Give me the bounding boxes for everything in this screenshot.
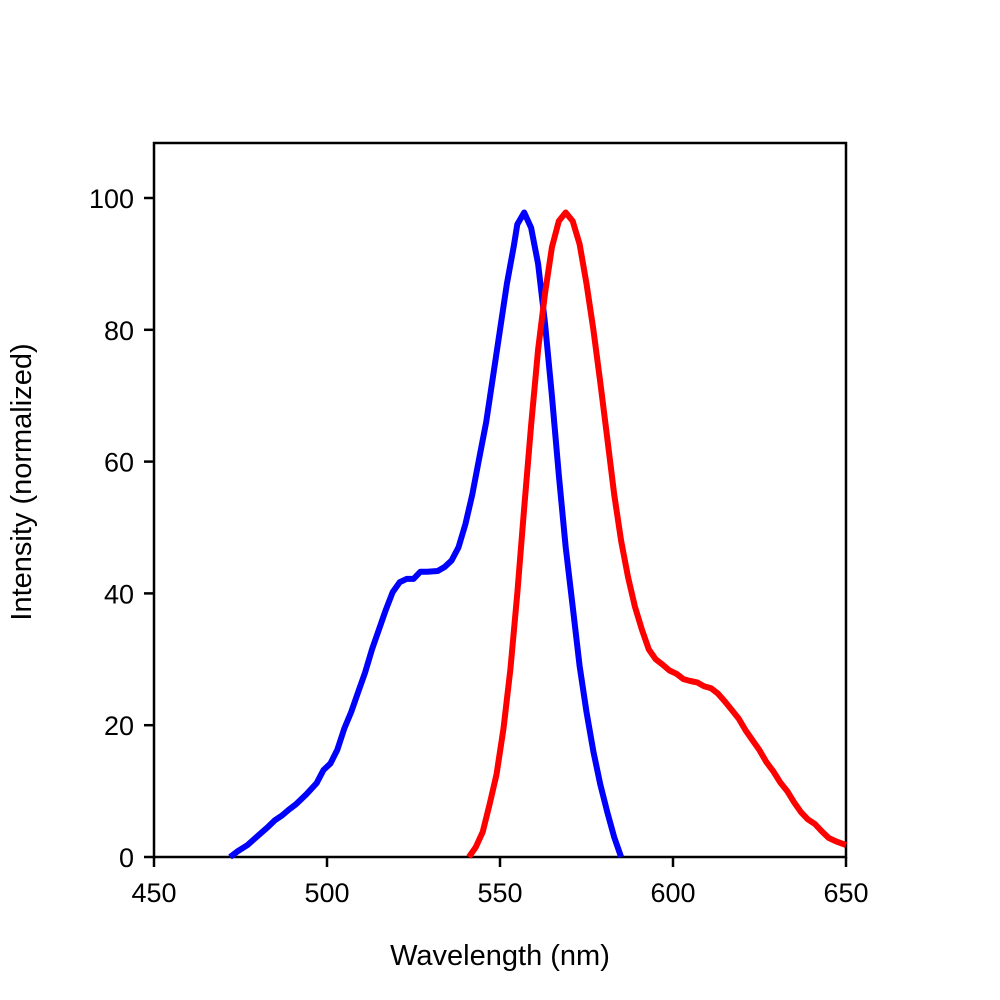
y-tick-label: 0 [119,843,134,873]
x-axis-ticks: 450 500 550 600 650 [131,857,869,908]
series-line-1 [228,209,624,860]
series-line-2 [466,209,848,859]
x-tick-label: 550 [477,878,522,908]
y-tick-label: 20 [104,711,134,741]
x-axis-title: Wavelength (nm) [390,940,610,972]
y-axis-title: Intensity (normalized) [6,343,38,620]
series-layer [228,209,848,860]
x-tick-label: 500 [304,878,349,908]
y-tick-label: 60 [104,448,134,478]
x-tick-label: 600 [650,878,695,908]
y-tick-label: 100 [89,184,134,214]
x-tick-label: 650 [823,878,868,908]
y-tick-label: 40 [104,579,134,609]
y-axis-ticks: 0 20 40 60 80 100 [89,184,154,873]
x-tick-label: 450 [131,878,176,908]
y-tick-label: 80 [104,316,134,346]
